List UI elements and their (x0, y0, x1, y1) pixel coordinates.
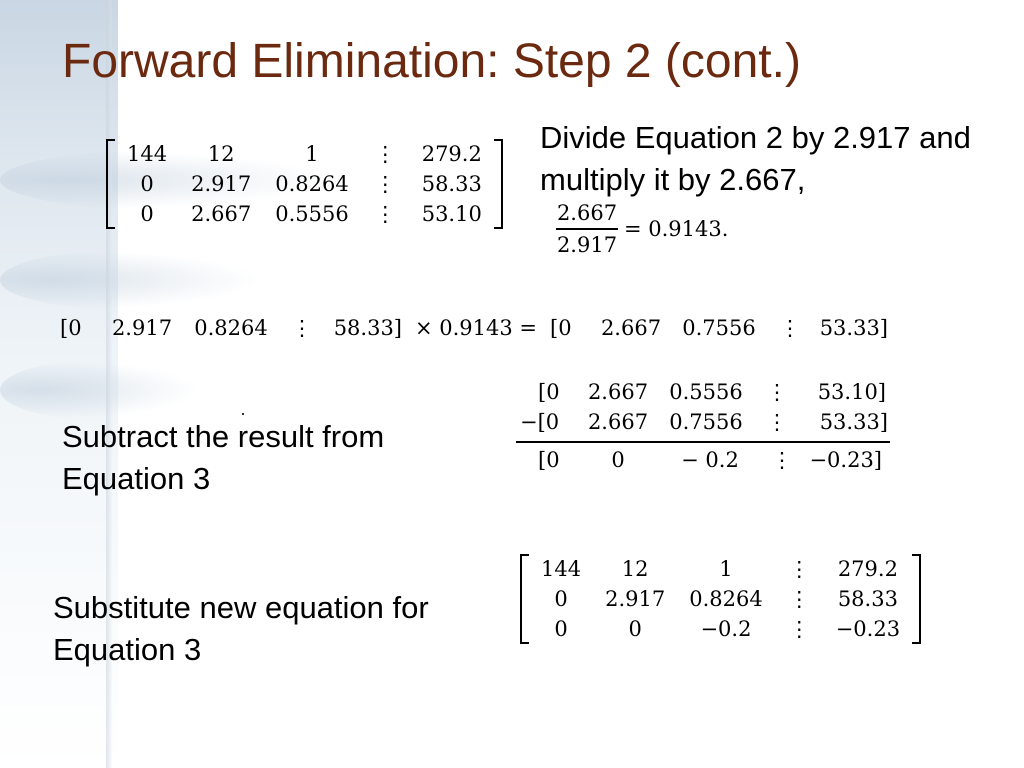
subtraction-row-1: [0 2.667 0.5556 ⋮ 53.10] (538, 380, 886, 404)
instruction-line: Equation 3 (53, 632, 202, 667)
substitute-instruction: Substitute new equation for Equation 3 (53, 587, 429, 671)
row-separator: ⋮ (766, 410, 788, 434)
row-cell: [0 (538, 448, 560, 472)
matrix-cell: −0.2 (700, 617, 752, 641)
row-cell: 58.33] (333, 316, 402, 340)
row-cell: 2.667 (587, 380, 649, 404)
row-cell: [0 (60, 316, 82, 340)
matrix-separator: ⋮ (788, 587, 810, 611)
matrix-row: 0 0 −0.2 ⋮ −0.23 (529, 614, 912, 644)
row-separator: ⋮ (766, 380, 788, 404)
matrix-cell: 0.5556 (275, 202, 349, 226)
row-cell: [0 (538, 380, 560, 404)
row-cell: 53.33] (819, 316, 888, 340)
matrix-row: 144 12 1 ⋮ 279.2 (115, 139, 494, 169)
matrix-cell: 0 (554, 587, 568, 611)
matrix-table: 144 12 1 ⋮ 279.2 0 2.917 0.8264 ⋮ 58.33 … (115, 139, 494, 229)
fraction-stack: 2.667 2.917 (556, 201, 618, 257)
row-cell: 2.667 (600, 316, 662, 340)
row-cell: 0.7556 (669, 410, 743, 434)
matrix-row: 144 12 1 ⋮ 279.2 (529, 554, 912, 584)
matrix-cell: 1 (305, 142, 319, 166)
matrix-separator: ⋮ (374, 172, 396, 196)
row-separator: ⋮ (779, 316, 801, 340)
instruction-line: Divide Equation 2 by 2.917 and (540, 120, 971, 155)
row-cell: [0 (550, 316, 572, 340)
augmented-matrix-updated: 144 12 1 ⋮ 279.2 0 2.917 0.8264 ⋮ 58.33 … (520, 554, 922, 644)
matrix-cell: 58.33 (837, 587, 898, 611)
row-cell: 0.7556 (682, 316, 756, 340)
matrix-cell: 0 (554, 617, 568, 641)
matrix-separator: ⋮ (374, 142, 396, 166)
matrix-cell: 2.917 (605, 587, 666, 611)
subtraction-row-2: −[0 2.667 0.7556 ⋮ 53.33] (520, 410, 888, 434)
slide-title: Forward Elimination: Step 2 (cont.) (62, 35, 801, 88)
subtraction-result: [0 0 − 0.2 ⋮ −0.23] (538, 448, 882, 472)
right-bracket (912, 554, 922, 644)
row-separator: ⋮ (291, 316, 313, 340)
matrix-cell: −0.23 (835, 617, 901, 641)
matrix-cell: 12 (621, 557, 649, 581)
matrix-cell: 0 (140, 202, 154, 226)
row-cell: −0.23] (809, 448, 882, 472)
matrix-separator: ⋮ (374, 202, 396, 226)
background-cloud (0, 250, 260, 310)
row-cell: 0.8264 (194, 316, 268, 340)
matrix-cell: 0 (140, 172, 154, 196)
row-cell: 2.667 (587, 410, 649, 434)
matrix-cell: 0 (628, 617, 642, 641)
row-separator: ⋮ (771, 448, 793, 472)
multiplier-fraction: 2.667 2.917 = 0.9143. (556, 201, 728, 257)
matrix-cell: 2.917 (191, 172, 252, 196)
instruction-line: Equation 3 (62, 461, 211, 496)
subtraction-rule (516, 441, 890, 443)
matrix-separator: ⋮ (788, 557, 810, 581)
row-cell: − 0.2 (681, 448, 739, 472)
row-cell: 53.10] (817, 380, 886, 404)
matrix-cell: 0.8264 (689, 587, 763, 611)
matrix-row: 0 2.917 0.8264 ⋮ 58.33 (529, 584, 912, 614)
matrix-cell: 58.33 (421, 172, 482, 196)
fraction-denominator: 2.917 (556, 233, 618, 257)
matrix-cell: 1 (719, 557, 733, 581)
matrix-row: 0 2.667 0.5556 ⋮ 53.10 (115, 199, 494, 229)
left-bracket (520, 554, 529, 644)
fraction-result: = 0.9143. (624, 217, 729, 241)
matrix-cell: 279.2 (837, 557, 898, 581)
background-cloud (0, 360, 200, 420)
divide-instruction: Divide Equation 2 by 2.917 and multiply … (540, 117, 971, 201)
matrix-cell: 0.8264 (275, 172, 349, 196)
fraction-bar (556, 228, 618, 230)
matrix-cell: 53.10 (421, 202, 482, 226)
multiply-equation: [0 2.917 0.8264 ⋮ 58.33] × 0.9143 = [0 2… (60, 316, 888, 340)
background-cloud (0, 150, 330, 210)
row-cell: 53.33] (819, 410, 888, 434)
stray-dot (242, 413, 244, 415)
row-cell: −[0 (520, 410, 560, 434)
left-bracket (106, 139, 115, 229)
row-cell: 0 (611, 448, 625, 472)
matrix-row: 0 2.917 0.8264 ⋮ 58.33 (115, 169, 494, 199)
instruction-line: Substitute new equation for (53, 590, 429, 625)
row-cell: 0.5556 (669, 380, 743, 404)
augmented-matrix-current: 144 12 1 ⋮ 279.2 0 2.917 0.8264 ⋮ 58.33 … (106, 139, 503, 229)
matrix-cell: 12 (207, 142, 235, 166)
matrix-cell: 144 (541, 557, 582, 581)
right-bracket (493, 139, 503, 229)
matrix-separator: ⋮ (788, 617, 810, 641)
matrix-table: 144 12 1 ⋮ 279.2 0 2.917 0.8264 ⋮ 58.33 … (529, 554, 912, 644)
background-divider (106, 0, 112, 768)
fraction-numerator: 2.667 (556, 201, 618, 225)
matrix-cell: 279.2 (421, 142, 482, 166)
subtract-instruction: Subtract the result from Equation 3 (62, 416, 384, 500)
multiply-operator: × 0.9143 = (414, 316, 538, 340)
instruction-line: multiply it by 2.667, (540, 162, 806, 197)
instruction-line: Subtract the result from (62, 419, 385, 454)
matrix-cell: 144 (127, 142, 168, 166)
row-cell: 2.917 (111, 316, 173, 340)
matrix-cell: 2.667 (191, 202, 252, 226)
